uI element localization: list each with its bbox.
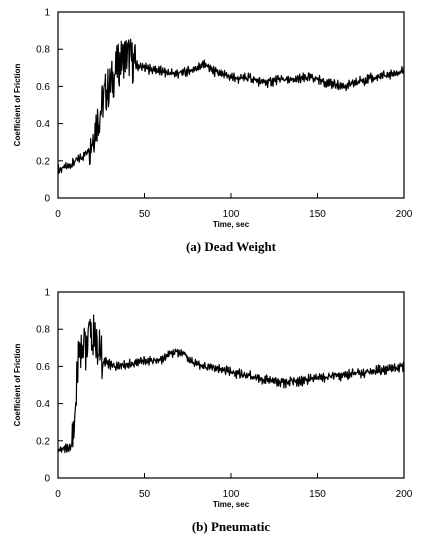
x-tick-label: 200 (396, 489, 413, 500)
x-tick-label: 50 (139, 489, 151, 500)
x-axis-label: Time, sec (213, 220, 250, 229)
x-tick-label: 0 (55, 209, 61, 220)
y-tick-label: 0.8 (36, 325, 50, 336)
x-tick-label: 150 (309, 489, 326, 500)
y-tick-label: 0 (44, 194, 50, 205)
x-tick-label: 50 (139, 209, 151, 220)
chart-panel-b: 0 0.2 0.4 0.6 0.8 1 0 50 100 150 200 Time, sec Coeff… (13, 288, 413, 535)
y-tick-label: 0.4 (36, 399, 50, 410)
figure-caption: (a) Dead Weight (186, 239, 277, 254)
series-line (57, 314, 405, 454)
x-tick-label: 150 (309, 209, 326, 220)
y-tick-label: 0.4 (36, 119, 50, 130)
x-tick-label: 100 (223, 209, 240, 220)
y-tick-label: 0.2 (36, 436, 50, 447)
y-tick-label: 0.6 (36, 82, 50, 93)
y-axis-label: Coefficient of Friction (13, 344, 22, 427)
x-axis-label: Time, sec (213, 500, 250, 509)
y-tick-label: 0 (44, 474, 50, 485)
y-tick-label: 1 (44, 288, 50, 299)
y-tick-label: 0.2 (36, 156, 50, 167)
plot-frame (57, 11, 405, 199)
y-tick-label: 1 (44, 8, 50, 19)
figure-caption: (b) Pneumatic (192, 519, 271, 534)
x-tick-label: 0 (55, 489, 61, 500)
x-tick-label: 100 (223, 489, 240, 500)
series-line (57, 38, 405, 174)
x-tick-label: 200 (396, 209, 413, 220)
plot-frame (57, 291, 405, 479)
y-tick-label: 0.6 (36, 362, 50, 373)
y-axis-label: Coefficient of Friction (13, 64, 22, 147)
chart-panel-a: 0 0.2 0.4 0.6 0.8 1 0 50 100 150 200 Time, sec Coeff… (13, 8, 413, 255)
y-tick-label: 0.8 (36, 45, 50, 56)
